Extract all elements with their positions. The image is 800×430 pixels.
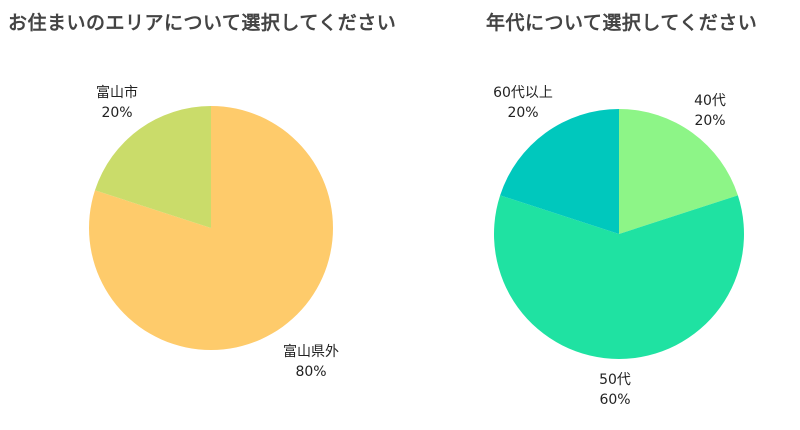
chart-title-area: お住まいのエリアについて選択してください [8, 12, 397, 34]
slice-label-area-1: 富山市 [96, 84, 138, 101]
pie-slice-age-2 [500, 109, 619, 234]
slice-percent-area-1: 20% [101, 105, 132, 121]
pie-slice-age-0 [619, 109, 738, 234]
slice-label-age-0: 40代 [694, 93, 726, 109]
slice-percent-age-1: 60% [599, 392, 630, 408]
pie-slice-age-1 [494, 195, 744, 359]
slice-label-age-1: 50代 [599, 372, 631, 388]
pie-slice-area-1 [94, 106, 211, 228]
chart-title-age: 年代について選択してください [486, 12, 758, 34]
slice-label-age-2: 60代以上 [493, 85, 553, 101]
slice-percent-area-0: 80% [295, 364, 326, 380]
slice-percent-age-0: 20% [694, 113, 725, 129]
slice-label-area-0: 富山県外 [283, 343, 339, 360]
slice-percent-age-2: 20% [507, 105, 538, 121]
